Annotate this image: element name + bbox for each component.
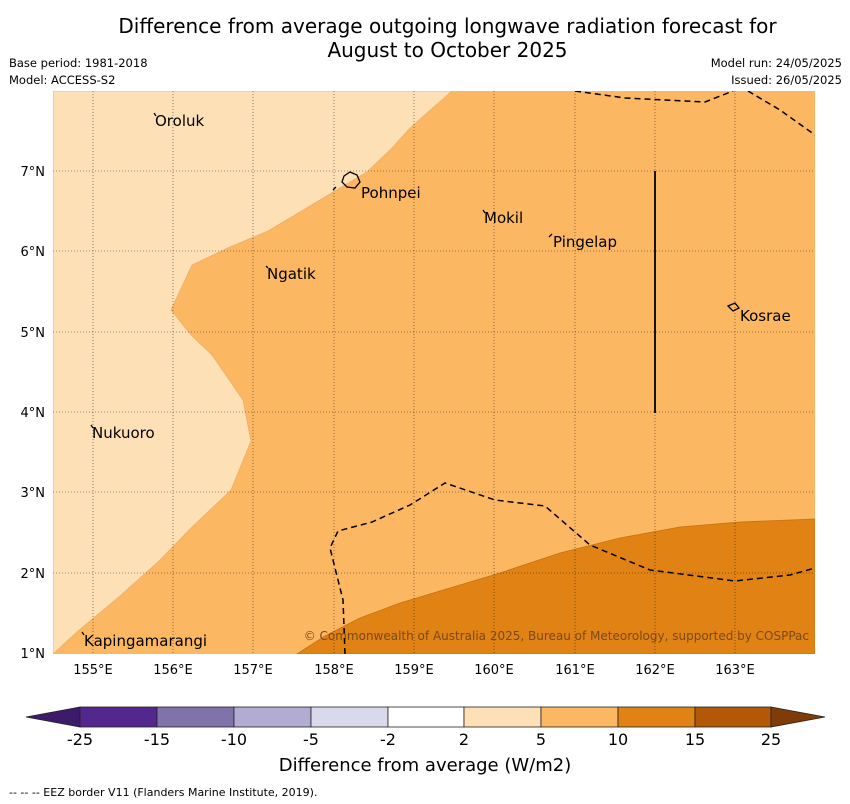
colorbar-label: -10 xyxy=(221,730,247,749)
place-label-pohnpei: Pohnpei xyxy=(361,184,421,202)
colorbar-label: 10 xyxy=(608,730,628,749)
colorbar-label: 5 xyxy=(536,730,546,749)
colorbar-label: -25 xyxy=(67,730,93,749)
region-10-to-15 xyxy=(296,518,815,654)
meta-left: Base period: 1981-2018 Model: ACCESS-S2 xyxy=(9,55,148,89)
place-label-oroluk: Oroluk xyxy=(155,112,204,130)
map-plot: Oroluk Pohnpei Mokil Pingelap Ngatik Kos… xyxy=(53,91,815,654)
lat-tick: 4°N xyxy=(21,406,46,421)
colorbar-labels: -25 -15 -10 -5 -2 2 5 10 15 25 xyxy=(67,730,781,749)
lon-tick: 157°E xyxy=(233,663,273,678)
colorbar-swatch xyxy=(233,706,312,728)
model-name: Model: ACCESS-S2 xyxy=(9,73,116,87)
colorbar-label: -15 xyxy=(144,730,170,749)
lon-tick: 161°E xyxy=(555,663,595,678)
colorbar-swatch xyxy=(156,706,235,728)
model-run: Model run: 24/05/2025 xyxy=(710,56,842,70)
colorbar-label: -5 xyxy=(303,730,319,749)
colorbar-swatch xyxy=(540,706,619,728)
title-line-2: August to October 2025 xyxy=(327,38,568,62)
lon-tick: 155°E xyxy=(73,663,113,678)
lon-tick-labels: 155°E 156°E 157°E 158°E 159°E 160°E 161°… xyxy=(73,663,755,678)
footnote: -- -- -- EEZ border V11 (Flanders Marine… xyxy=(9,786,318,799)
place-label-nukuoro: Nukuoro xyxy=(92,424,155,442)
colorbar-label: 2 xyxy=(459,730,469,749)
place-label-kosrae: Kosrae xyxy=(740,307,791,325)
colorbar-label: -2 xyxy=(380,730,396,749)
lon-tick: 162°E xyxy=(635,663,675,678)
region-2-to-5 xyxy=(53,91,453,654)
colorbar-swatch xyxy=(617,706,696,728)
lat-tick: 3°N xyxy=(21,486,46,501)
lon-tick: 158°E xyxy=(314,663,354,678)
colorbar-swatch xyxy=(387,706,465,728)
eez-border xyxy=(329,91,815,654)
colorbar-unit-label: Difference from average (W/m2) xyxy=(278,755,572,776)
lat-tick: 7°N xyxy=(21,165,46,180)
place-label-ngatik: Ngatik xyxy=(267,265,316,283)
lon-tick: 160°E xyxy=(474,663,514,678)
colorbar-arrow-right xyxy=(770,706,826,728)
islands xyxy=(81,112,741,636)
lat-tick: 2°N xyxy=(21,567,46,582)
meta-right: Model run: 24/05/2025 Issued: 26/05/2025 xyxy=(711,55,842,89)
place-label-kapingamarangi: Kapingamarangi xyxy=(84,632,207,650)
colorbar-swatch xyxy=(694,706,772,728)
place-label-pingelap: Pingelap xyxy=(553,233,617,251)
lat-tick: 5°N xyxy=(21,326,46,341)
place-label-mokil: Mokil xyxy=(484,209,523,227)
lon-tick: 163°E xyxy=(715,663,755,678)
lat-tick: 6°N xyxy=(21,245,46,260)
colorbar-swatch xyxy=(310,706,389,728)
colorbar-arrow-left xyxy=(25,706,81,728)
lat-tick: 1°N xyxy=(21,647,46,662)
colorbar-label: 15 xyxy=(685,730,705,749)
colorbar-swatch xyxy=(463,706,542,728)
colorbar xyxy=(25,706,826,728)
lat-tick-labels: 1°N 2°N 3°N 4°N 5°N 6°N 7°N xyxy=(21,165,46,662)
lon-tick: 156°E xyxy=(153,663,193,678)
colorbar-label: 25 xyxy=(761,730,781,749)
base-period: Base period: 1981-2018 xyxy=(9,56,148,70)
colorbar-swatch xyxy=(79,706,158,728)
copyright-notice: © Commonwealth of Australia 2025, Bureau… xyxy=(304,629,809,643)
chart-title: Difference from average outgoing longwav… xyxy=(0,14,850,62)
title-line-1: Difference from average outgoing longwav… xyxy=(118,14,777,38)
issued-date: Issued: 26/05/2025 xyxy=(731,73,842,87)
lon-tick: 159°E xyxy=(394,663,434,678)
